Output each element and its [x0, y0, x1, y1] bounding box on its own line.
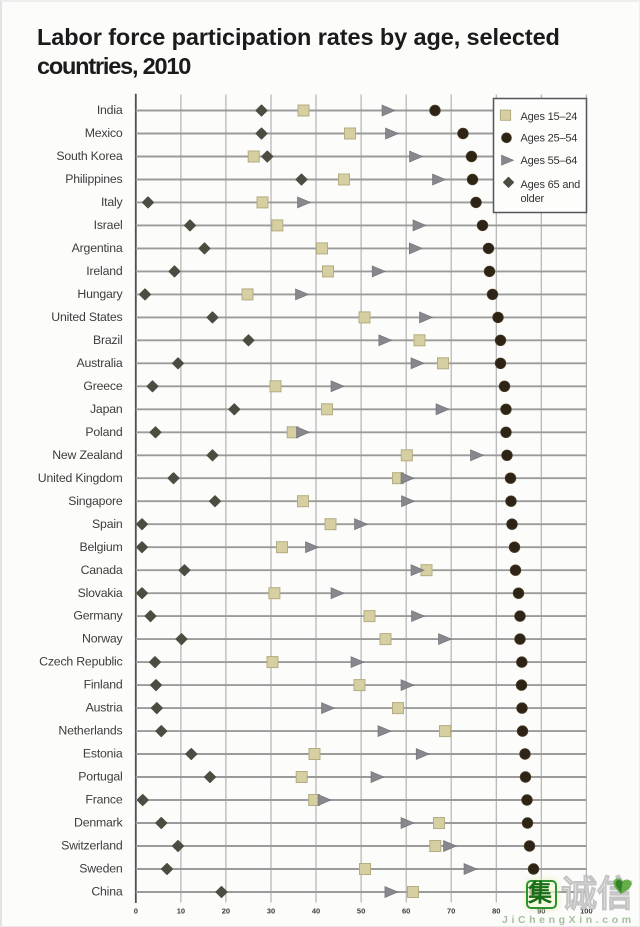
svg-text:Brazil: Brazil — [93, 333, 123, 347]
svg-text:Japan: Japan — [90, 402, 123, 416]
svg-text:Austria: Austria — [86, 701, 123, 715]
svg-text:France: France — [85, 793, 122, 807]
svg-text:South Korea: South Korea — [56, 149, 123, 163]
svg-text:30: 30 — [267, 907, 275, 916]
svg-text:Netherlands: Netherlands — [58, 724, 122, 738]
svg-text:Portugal: Portugal — [78, 770, 122, 784]
svg-text:Hungary: Hungary — [77, 287, 123, 301]
svg-text:United States: United States — [51, 310, 122, 324]
svg-text:Spain: Spain — [92, 517, 123, 531]
svg-text:Germany: Germany — [73, 609, 123, 623]
svg-text:Czech Republic: Czech Republic — [39, 655, 122, 669]
svg-text:Norway: Norway — [82, 632, 124, 646]
svg-text:20: 20 — [222, 907, 230, 916]
svg-text:United Kingdom: United Kingdom — [38, 471, 123, 485]
svg-text:80: 80 — [492, 907, 500, 916]
svg-text:0: 0 — [134, 907, 138, 916]
svg-text:China: China — [91, 885, 122, 899]
svg-text:India: India — [97, 103, 123, 117]
svg-text:Philippines: Philippines — [65, 172, 122, 186]
svg-text:Italy: Italy — [101, 195, 124, 209]
svg-text:Mexico: Mexico — [85, 126, 123, 140]
svg-text:Denmark: Denmark — [74, 816, 124, 830]
svg-text:60: 60 — [402, 907, 410, 916]
svg-text:Ages 55–64: Ages 55–64 — [521, 155, 578, 167]
svg-text:Argentina: Argentina — [72, 241, 123, 255]
svg-text:Poland: Poland — [85, 425, 122, 439]
svg-text:40: 40 — [312, 907, 320, 916]
svg-text:Ages 65 and: Ages 65 and — [521, 179, 581, 191]
svg-text:100: 100 — [580, 907, 593, 916]
svg-text:Ireland: Ireland — [86, 264, 123, 278]
svg-text:Slovakia: Slovakia — [78, 586, 123, 600]
svg-text:New Zealand: New Zealand — [52, 448, 123, 462]
svg-text:Australia: Australia — [76, 356, 122, 370]
svg-text:Finland: Finland — [84, 678, 123, 692]
svg-text:Switzerland: Switzerland — [61, 839, 123, 853]
svg-text:Ages 15–24: Ages 15–24 — [521, 111, 578, 123]
svg-text:older: older — [521, 193, 545, 205]
svg-text:70: 70 — [447, 907, 455, 916]
svg-text:Israel: Israel — [94, 218, 123, 232]
svg-text:Estonia: Estonia — [83, 747, 123, 761]
svg-text:50: 50 — [357, 907, 365, 916]
svg-text:10: 10 — [177, 907, 185, 916]
svg-text:Ages 25–54: Ages 25–54 — [521, 133, 578, 145]
svg-text:Greece: Greece — [83, 379, 122, 393]
svg-text:Canada: Canada — [81, 563, 123, 577]
svg-text:Belgium: Belgium — [79, 540, 122, 554]
svg-text:Sweden: Sweden — [79, 862, 123, 876]
svg-text:Singapore: Singapore — [68, 494, 123, 508]
svg-text:90: 90 — [537, 907, 545, 916]
